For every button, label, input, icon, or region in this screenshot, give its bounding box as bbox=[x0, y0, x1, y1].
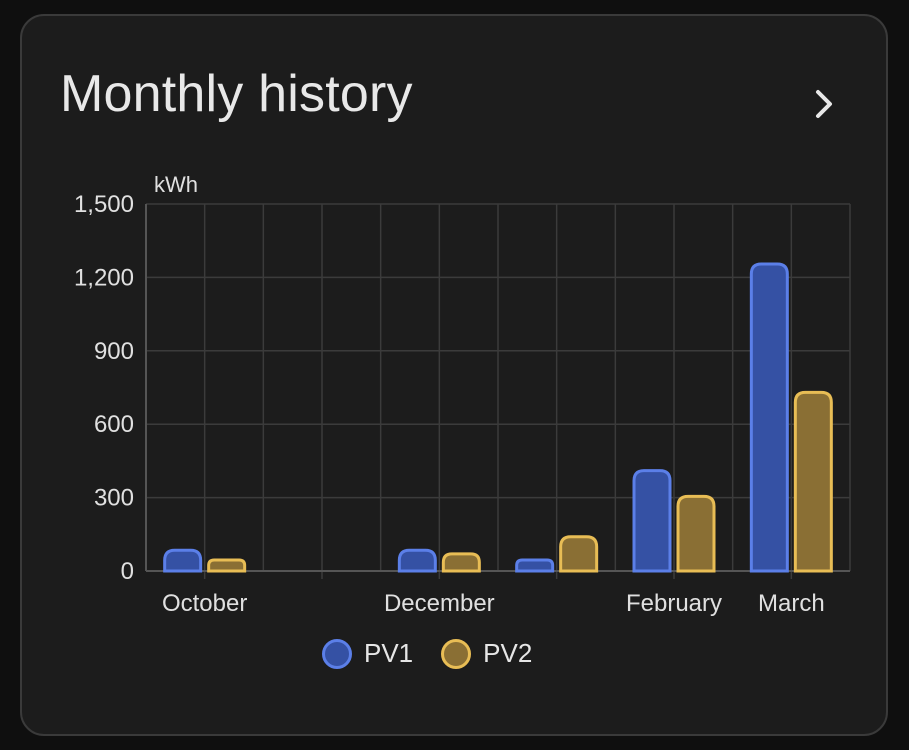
legend-swatch-pv1 bbox=[322, 638, 352, 669]
x-tick-label: February bbox=[626, 590, 722, 617]
bar-pv1-october[interactable] bbox=[163, 548, 203, 573]
history-card: Monthly history bbox=[20, 14, 888, 736]
chevron-right-icon[interactable] bbox=[804, 84, 844, 124]
y-tick-label: 1,200 bbox=[74, 264, 134, 291]
bar-pv2-march[interactable] bbox=[793, 390, 833, 573]
bar-pv1-december[interactable] bbox=[397, 548, 437, 573]
x-tick-label: December bbox=[384, 590, 495, 617]
bar-pv2-october[interactable] bbox=[207, 558, 247, 573]
bar-pv2-december[interactable] bbox=[441, 552, 481, 573]
bar-pv2-february[interactable] bbox=[676, 494, 716, 573]
x-tick-label: October bbox=[162, 590, 247, 617]
chart-legend: PV1 PV2 bbox=[322, 638, 532, 669]
y-tick-label: 900 bbox=[94, 338, 134, 365]
bar-pv1-march[interactable] bbox=[749, 262, 789, 573]
y-tick-label: 600 bbox=[94, 411, 134, 438]
x-axis-ticks: October December February March bbox=[162, 590, 825, 617]
chart-grid bbox=[145, 203, 851, 579]
chart-bars bbox=[163, 262, 833, 573]
y-axis-unit-label: kWh bbox=[154, 172, 198, 197]
y-tick-label: 0 bbox=[121, 558, 134, 585]
legend-swatch-pv2 bbox=[441, 638, 472, 669]
legend-item-pv1[interactable]: PV1 bbox=[322, 638, 413, 669]
legend-item-pv2[interactable]: PV2 bbox=[441, 638, 532, 669]
y-tick-label: 1,500 bbox=[74, 191, 134, 218]
bar-pv1-february[interactable] bbox=[632, 469, 672, 573]
bar-pv1-january[interactable] bbox=[515, 558, 555, 573]
y-tick-label: 300 bbox=[94, 485, 134, 512]
y-axis-ticks: 0 300 600 900 1,200 1,500 bbox=[74, 191, 134, 585]
x-tick-label: March bbox=[758, 590, 825, 617]
legend-label-pv1: PV1 bbox=[364, 638, 414, 668]
bar-pv2-january[interactable] bbox=[559, 535, 599, 573]
legend-label-pv2: PV2 bbox=[483, 638, 533, 668]
card-title: Monthly history bbox=[60, 65, 413, 123]
